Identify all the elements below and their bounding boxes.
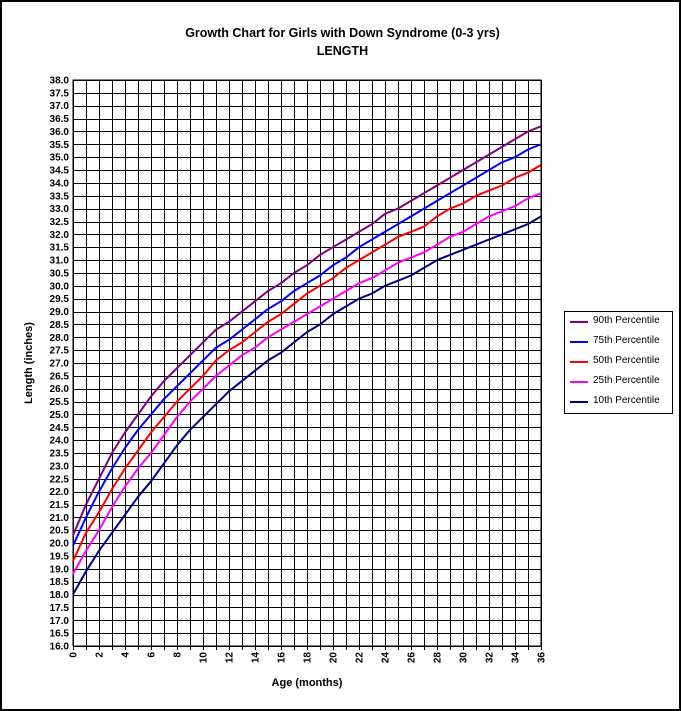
y-tick-label: 20.0 <box>50 539 70 550</box>
y-tick-label: 27.0 <box>50 359 70 370</box>
y-tick-label: 19.0 <box>50 564 70 575</box>
y-tick-label: 23.0 <box>50 461 70 472</box>
legend-item: 50th Percentile <box>565 352 672 372</box>
y-tick-label: 35.5 <box>50 140 70 151</box>
y-tick-label: 29.0 <box>50 307 70 318</box>
y-tick-label: 28.0 <box>50 333 70 344</box>
y-tick-label: 31.0 <box>50 256 70 267</box>
y-tick-label: 16.0 <box>50 642 70 653</box>
legend-item: 75th Percentile <box>565 332 672 352</box>
x-tick-label: 0 <box>69 652 80 658</box>
legend-item: 90th Percentile <box>565 312 672 332</box>
y-tick-label: 31.5 <box>50 243 70 254</box>
legend-swatch <box>570 381 588 383</box>
y-tick-label: 25.0 <box>50 410 70 421</box>
y-tick-label: 35.0 <box>50 153 70 164</box>
x-tick-label: 24 <box>381 652 392 664</box>
legend-item: 25th Percentile <box>565 372 672 392</box>
x-tick-label: 28 <box>433 652 444 664</box>
y-tick-label: 22.5 <box>50 474 70 485</box>
y-tick-label: 16.5 <box>50 629 70 640</box>
x-tick-label: 20 <box>329 652 340 664</box>
series-line-10th-percentile <box>72 215 542 595</box>
y-tick-label: 24.5 <box>50 423 70 434</box>
series-line-90th-percentile <box>72 125 542 536</box>
legend-label: 25th Percentile <box>593 375 660 386</box>
y-tick-label: 36.5 <box>50 114 70 125</box>
y-tick-label: 20.5 <box>50 526 70 537</box>
x-tick-label: 16 <box>277 652 288 664</box>
y-tick-label: 28.5 <box>50 320 70 331</box>
y-tick-label: 17.0 <box>50 616 70 627</box>
chart-subtitle: LENGTH <box>316 44 369 58</box>
y-tick-label: 36.0 <box>50 127 70 138</box>
legend-swatch <box>570 341 588 343</box>
legend: 90th Percentile 75th Percentile 50th Perce… <box>564 311 673 414</box>
y-tick-label: 24.0 <box>50 436 70 447</box>
legend-swatch <box>570 401 588 403</box>
x-tick-label: 14 <box>251 652 262 664</box>
legend-swatch <box>570 321 588 323</box>
y-tick-label: 33.0 <box>50 204 70 215</box>
y-tick-label: 34.5 <box>50 166 70 177</box>
x-tick-label: 22 <box>355 652 366 664</box>
y-tick-label: 21.5 <box>50 500 70 511</box>
x-tick-label: 36 <box>537 652 548 664</box>
series-line-75th-percentile <box>72 143 542 547</box>
x-axis-label: Age (months) <box>272 677 343 689</box>
y-tick-label: 26.0 <box>50 384 70 395</box>
y-tick-label: 37.5 <box>50 88 70 99</box>
y-tick-label: 38.0 <box>50 76 70 87</box>
x-tick-label: 30 <box>459 652 470 664</box>
x-tick-label: 10 <box>199 652 210 664</box>
y-tick-label: 18.0 <box>50 590 70 601</box>
y-tick-label: 34.0 <box>50 178 70 189</box>
y-tick-label: 19.5 <box>50 551 70 562</box>
y-tick-label: 29.5 <box>50 294 70 305</box>
y-tick-label: 22.0 <box>50 487 70 498</box>
y-tick-label: 23.5 <box>50 449 70 460</box>
legend-label: 75th Percentile <box>593 335 660 346</box>
y-tick-label: 17.5 <box>50 603 70 614</box>
y-tick-label: 37.0 <box>50 101 70 112</box>
x-tick-label: 4 <box>121 652 132 658</box>
y-tick-label: 27.5 <box>50 346 70 357</box>
x-tick-label: 8 <box>173 652 184 658</box>
x-tick-label: 6 <box>147 652 158 658</box>
y-tick-label: 30.0 <box>50 281 70 292</box>
x-tick-label: 26 <box>407 652 418 664</box>
y-tick-label: 32.5 <box>50 217 70 228</box>
x-tick-label: 32 <box>485 652 496 664</box>
x-tick-label: 18 <box>303 652 314 664</box>
y-tick-label: 33.5 <box>50 191 70 202</box>
legend-item: 10th Percentile <box>565 392 672 412</box>
x-tick-label: 12 <box>225 652 236 664</box>
y-tick-label: 25.5 <box>50 397 70 408</box>
series-line-25th-percentile <box>72 192 542 575</box>
y-tick-label: 18.5 <box>50 577 70 588</box>
y-axis-label: Length (inches) <box>23 322 35 404</box>
y-tick-label: 21.0 <box>50 513 70 524</box>
y-tick-label: 30.5 <box>50 268 70 279</box>
x-tick-label: 34 <box>511 652 522 664</box>
y-tick-label: 32.0 <box>50 230 70 241</box>
x-tick-label: 2 <box>95 652 106 658</box>
y-tick-label: 26.5 <box>50 371 70 382</box>
chart-title: Growth Chart for Girls with Down Syndrom… <box>185 26 500 40</box>
legend-swatch <box>570 361 588 363</box>
legend-label: 10th Percentile <box>593 395 660 406</box>
legend-label: 90th Percentile <box>593 315 660 326</box>
series-line-50th-percentile <box>72 164 542 562</box>
legend-label: 50th Percentile <box>593 355 660 366</box>
